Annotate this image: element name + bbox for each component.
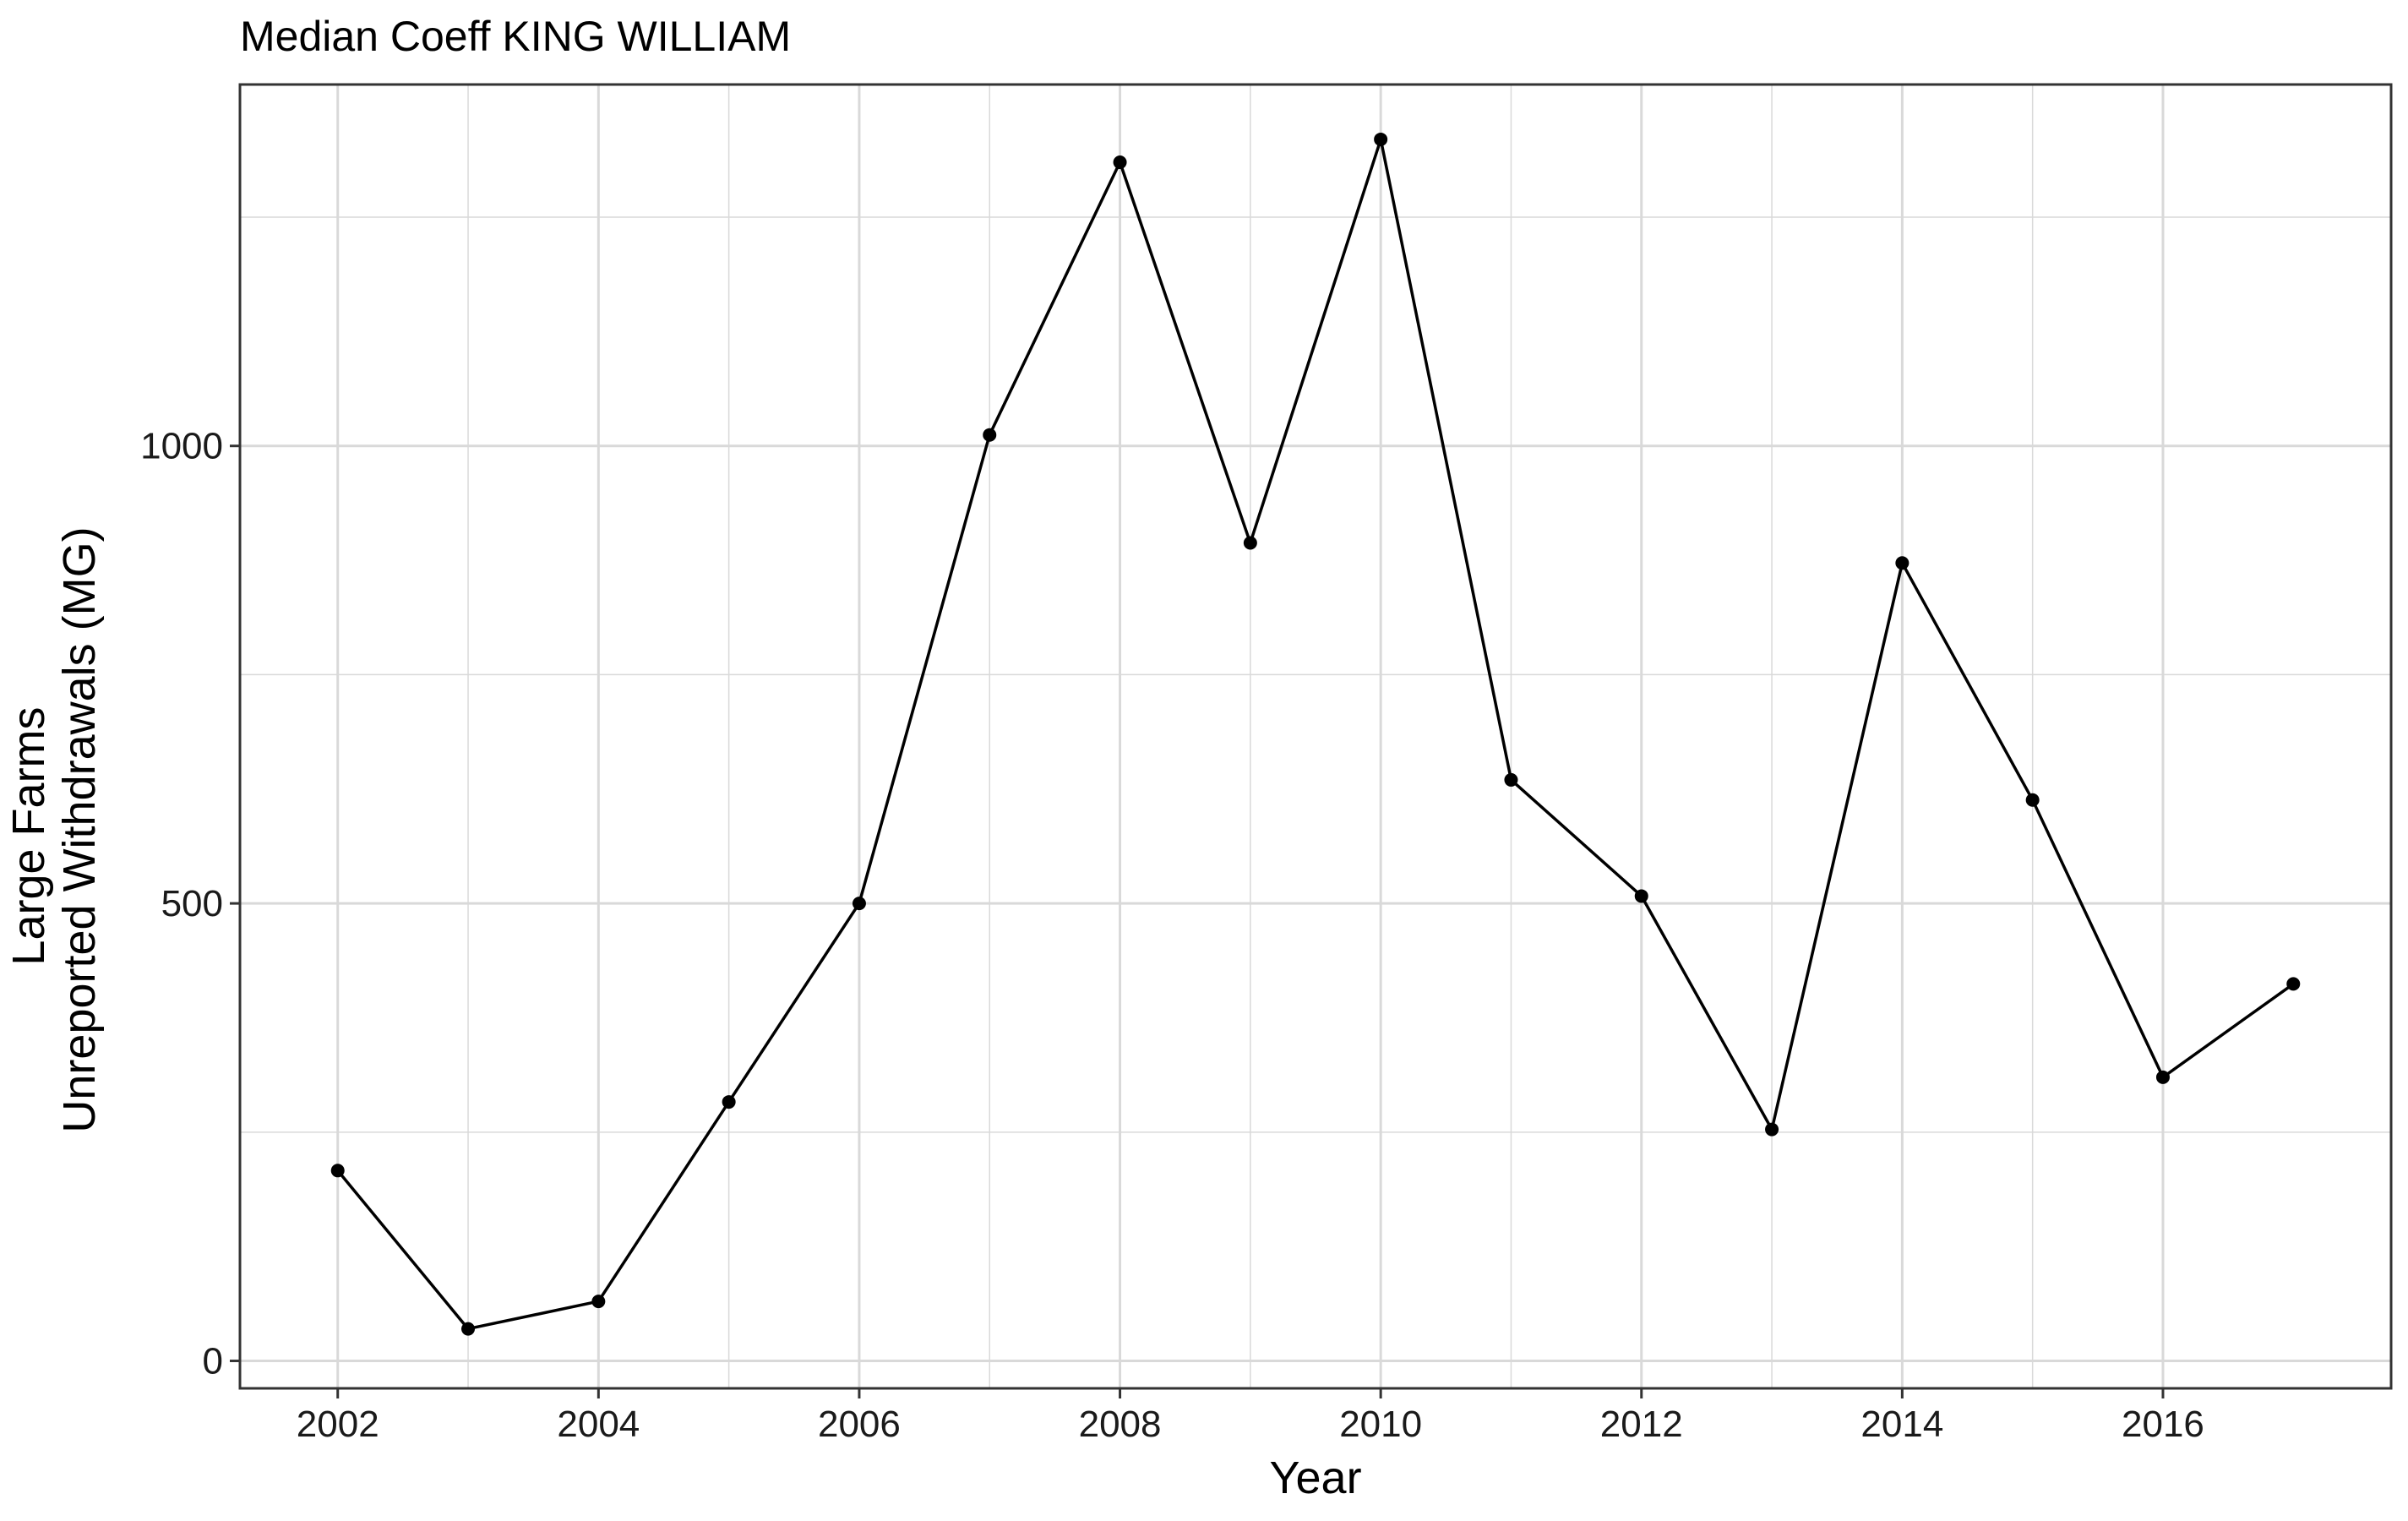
y-tick-label: 0 bbox=[203, 1341, 223, 1382]
data-point bbox=[1895, 556, 1910, 570]
x-tick-label: 2008 bbox=[1079, 1404, 1162, 1445]
plot-panel-border bbox=[238, 83, 2393, 1390]
chart-title: Median Coeff KING WILLIAM bbox=[240, 13, 791, 60]
x-tick-label: 2004 bbox=[557, 1404, 640, 1445]
x-tick-label: 2010 bbox=[1339, 1404, 1422, 1445]
data-point bbox=[1504, 772, 1518, 787]
series-line bbox=[336, 138, 2295, 1331]
data-point bbox=[2025, 793, 2040, 807]
data-point bbox=[1243, 536, 1257, 550]
y-axis-title-line-2: Unreported Withdrawals (MG) bbox=[54, 526, 105, 1132]
data-point bbox=[330, 1164, 345, 1178]
series bbox=[330, 132, 2301, 1336]
x-axis-title: Year bbox=[1269, 1453, 1361, 1503]
y-tick-label: 500 bbox=[161, 883, 223, 924]
data-point bbox=[983, 428, 997, 442]
data-point bbox=[461, 1322, 476, 1336]
data-point bbox=[1634, 889, 1648, 903]
data-point bbox=[1374, 132, 1388, 146]
data-point bbox=[852, 897, 866, 911]
x-tick-label: 2012 bbox=[1600, 1404, 1683, 1445]
y-axis-title-line-1: Large Farms bbox=[3, 706, 54, 965]
data-point bbox=[722, 1095, 736, 1109]
x-tick-label: 2002 bbox=[297, 1404, 379, 1445]
x-tick-label: 2014 bbox=[1860, 1404, 1943, 1445]
x-tick-label: 2016 bbox=[2122, 1404, 2204, 1445]
axes: 2002 2004 2006 2008 2010 2012 2014 2016 0 500 1000 bbox=[140, 426, 2204, 1445]
data-point bbox=[591, 1295, 606, 1309]
y-tick-label: 1000 bbox=[140, 426, 223, 467]
data-point bbox=[1765, 1122, 1779, 1137]
x-tick-label: 2006 bbox=[818, 1404, 901, 1445]
data-point bbox=[2155, 1070, 2170, 1084]
data-point bbox=[2286, 977, 2301, 991]
y-axis-title: Large Farms Unreported Withdrawals (MG) bbox=[3, 526, 105, 1132]
grid-lines bbox=[240, 84, 2391, 1388]
data-point bbox=[1113, 155, 1127, 170]
